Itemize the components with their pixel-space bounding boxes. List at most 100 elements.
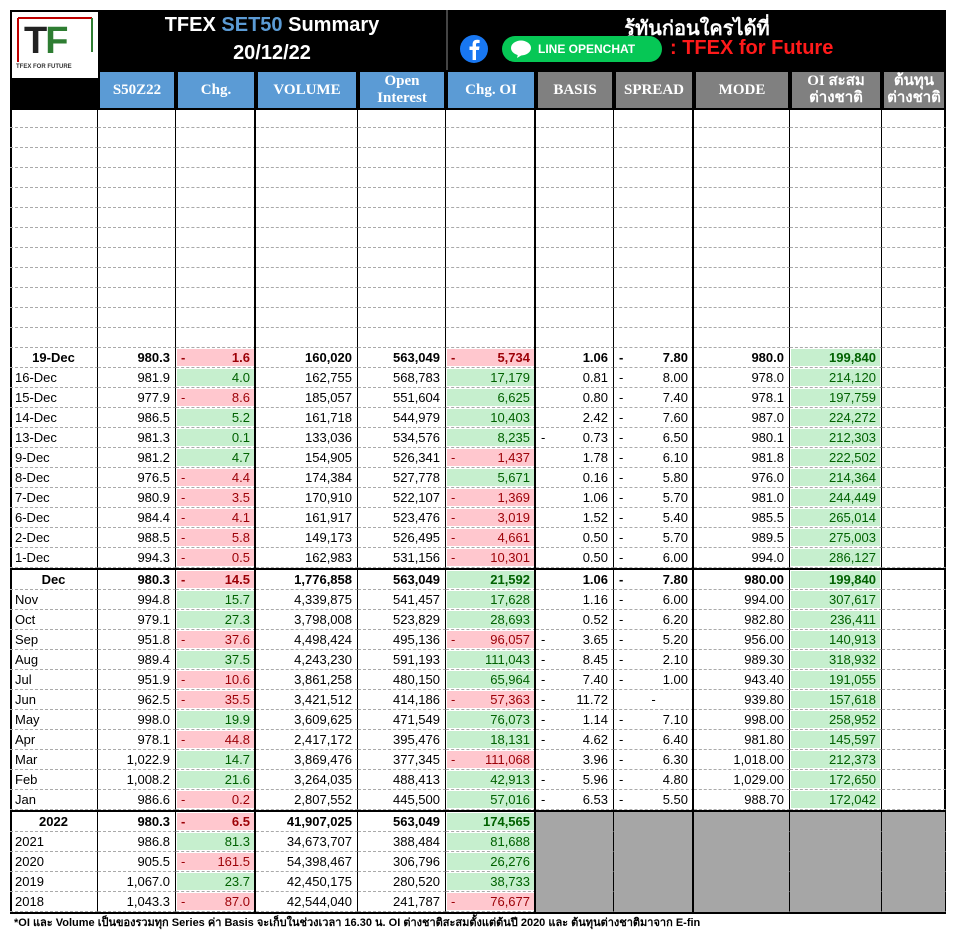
volume-text: 4,498,424 — [294, 632, 352, 647]
volume-text: 3,609,625 — [294, 712, 352, 727]
cell — [882, 730, 946, 750]
cell: - 6.50 — [614, 428, 694, 448]
sign: - — [451, 894, 456, 909]
cell — [614, 228, 694, 248]
cell: Aug — [10, 650, 98, 670]
cell: 145,597 — [790, 730, 882, 750]
cell — [694, 168, 790, 188]
cell — [882, 790, 946, 810]
sign: - — [541, 792, 546, 807]
value: 27.3 — [224, 612, 250, 627]
cell: - 0.5 — [176, 548, 256, 568]
open-interest: 445,500 — [359, 791, 444, 808]
cell — [256, 188, 358, 208]
mode: 1,018.00 — [695, 751, 788, 768]
signed-value: - 111,068 — [447, 751, 534, 768]
cell — [256, 268, 358, 288]
cell — [694, 308, 790, 328]
cell — [256, 128, 358, 148]
cell: 1.06 — [536, 348, 614, 368]
open-interest: 568,783 — [359, 369, 444, 386]
cell: 1.06 — [536, 570, 614, 590]
open-interest: 523,829 — [359, 611, 444, 628]
value: 5.80 — [662, 470, 688, 485]
cell — [256, 288, 358, 308]
signed-value: - 1.14 — [537, 711, 612, 728]
sign: - — [181, 792, 186, 807]
cell — [694, 108, 790, 128]
cell: 222,502 — [790, 448, 882, 468]
cell — [536, 308, 614, 328]
value: 21,592 — [490, 572, 530, 587]
sign: - — [451, 692, 456, 707]
volume: 160,020 — [257, 349, 356, 366]
signed-value: - 87.0 — [177, 893, 254, 910]
sign: - — [181, 390, 186, 405]
foreign-oi-text: 212,303 — [829, 430, 876, 445]
cell: 6-Dec — [10, 508, 98, 528]
price: 979.1 — [99, 611, 174, 628]
table-row — [10, 288, 946, 308]
mode-text: 1,018.00 — [733, 752, 784, 767]
oi-text: 523,829 — [393, 612, 440, 627]
cell — [176, 248, 256, 268]
sign: - — [619, 450, 624, 465]
cell — [98, 208, 176, 228]
foreign-oi-text: 212,373 — [829, 752, 876, 767]
table-row: Nov 994.8 15.7 4,339,875 541,457 17,628 1.16- 6… — [10, 590, 946, 610]
cell — [882, 528, 946, 548]
signed-value: 0.52 — [537, 611, 612, 628]
value: 37.6 — [224, 632, 250, 647]
cell — [446, 108, 536, 128]
cell — [446, 228, 536, 248]
cell: - 5.96 — [536, 770, 614, 790]
cell: 984.4 — [98, 508, 176, 528]
sign: - — [451, 490, 456, 505]
cell — [536, 892, 614, 912]
label-text: 1-Dec — [15, 550, 50, 565]
signed-value: 1.06 — [537, 571, 612, 588]
oi-text: 563,049 — [393, 814, 440, 829]
cell: - 5.70 — [614, 528, 694, 548]
cell — [882, 630, 946, 650]
oi-text: 522,107 — [393, 490, 440, 505]
cell — [882, 690, 946, 710]
cell — [882, 308, 946, 328]
sign: - — [619, 772, 624, 787]
cell: 1,043.3 — [98, 892, 176, 912]
cell: 534,576 — [358, 428, 446, 448]
foreign-oi: 197,759 — [791, 389, 880, 406]
cell: 480,150 — [358, 670, 446, 690]
signed-value: 21,592 — [447, 571, 534, 588]
cell — [790, 128, 882, 148]
oi-text: 526,495 — [393, 530, 440, 545]
cell: 2,417,172 — [256, 730, 358, 750]
sign: - — [181, 572, 186, 587]
row-label: Nov — [11, 591, 96, 608]
label-text: Jul — [15, 672, 32, 687]
label-text: Dec — [41, 572, 66, 587]
cell: 185,057 — [256, 388, 358, 408]
cell — [882, 268, 946, 288]
signed-value: 4.7 — [177, 449, 254, 466]
volume-text: 41,907,025 — [286, 814, 352, 829]
price: 981.2 — [99, 449, 174, 466]
row-label: 2018 — [11, 893, 96, 910]
cell — [614, 168, 694, 188]
value: 37.5 — [224, 652, 250, 667]
cell — [98, 248, 176, 268]
signed-value: - 7.40 — [615, 389, 692, 406]
value: 5.70 — [662, 490, 688, 505]
cell: - 111,068 — [446, 750, 536, 770]
oi-text: 280,520 — [393, 874, 440, 889]
price-text: 981.9 — [137, 370, 170, 385]
signed-value: - 0.5 — [177, 549, 254, 566]
cell: 980.9 — [98, 488, 176, 508]
value: 2.42 — [582, 410, 608, 425]
cell — [536, 128, 614, 148]
foreign-oi: 318,932 — [791, 651, 880, 668]
volume: 162,983 — [257, 549, 356, 566]
volume: 54,398,467 — [257, 853, 356, 870]
table-row: 1-Dec 994.3-0.5 162,983 531,156-10,301 0.50-… — [10, 548, 946, 568]
value: 111,068 — [484, 752, 530, 767]
